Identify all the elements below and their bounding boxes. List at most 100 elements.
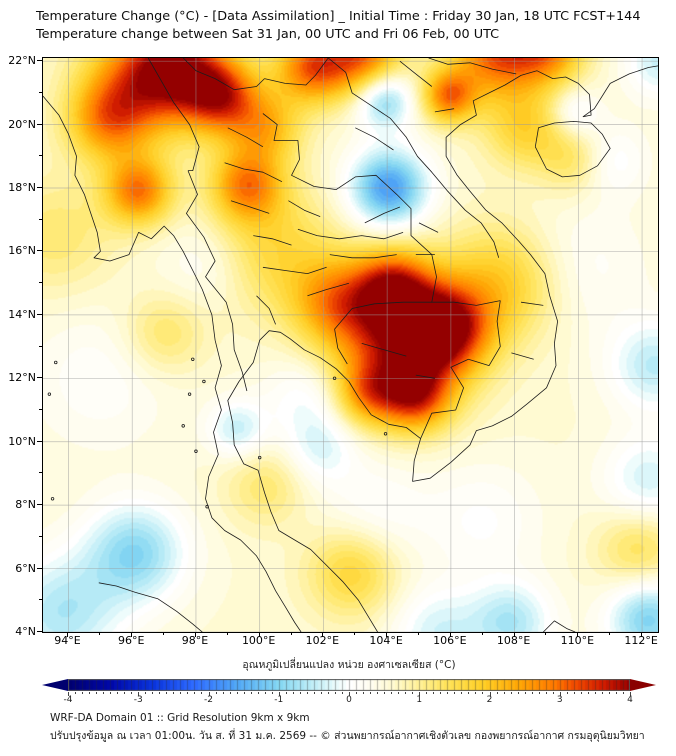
axis-tick (163, 632, 165, 635)
island-marker (47, 392, 52, 396)
axis-tick (37, 250, 42, 252)
page-title: Temperature Change (°C) - [Data Assimila… (36, 9, 641, 24)
colorbar-tick (573, 692, 575, 694)
axis-tick (99, 632, 101, 635)
axis-tick (39, 345, 42, 347)
axis-tick (39, 155, 42, 157)
border-polyline (227, 127, 264, 148)
colorbar-tick (615, 692, 617, 694)
colorbar-tick (299, 692, 301, 694)
border-polyline (543, 620, 576, 632)
border-polyline (511, 352, 534, 360)
colorbar-tick (531, 692, 533, 694)
border-polyline (431, 300, 501, 306)
colorbar-tick (117, 692, 119, 694)
page-subtitle: Temperature change between Sat 31 Jan, 0… (36, 27, 500, 42)
colorbar-title: อุณหภูมิเปลี่ยนแปลง หน่วย องศาเซลเซียส (… (242, 659, 456, 671)
y-axis-label: 20°N (8, 117, 36, 131)
colorbar-tick-label: 2 (486, 695, 493, 705)
colorbar-tick (194, 692, 196, 694)
colorbar-tick (433, 692, 435, 694)
colorbar-tick (552, 692, 554, 694)
coastline-borders (43, 58, 658, 632)
colorbar-tick (96, 692, 98, 694)
colorbar-tick (587, 692, 589, 694)
colorbar-tick (580, 692, 582, 694)
axis-tick (39, 218, 42, 220)
colorbar-tick (257, 692, 259, 694)
border-polyline (327, 58, 500, 258)
border-polyline (355, 127, 394, 151)
colorbar-tick (264, 692, 266, 694)
border-polyline (415, 374, 435, 379)
axis-tick (354, 632, 356, 635)
colorbar-tick (454, 692, 456, 694)
axis-tick (577, 632, 579, 637)
colorbar-tick-label: -4 (63, 695, 73, 705)
colorbar-tick (419, 692, 421, 696)
colorbar-tick (159, 692, 161, 694)
colorbar-tick (559, 692, 561, 696)
colorbar-tick (461, 692, 463, 694)
colorbar-tick (243, 692, 245, 694)
colorbar-tick (496, 692, 498, 694)
colorbar-tick-label: 0 (346, 695, 352, 705)
border-polyline (185, 170, 248, 392)
x-axis-label: 98°E (181, 634, 209, 647)
colorbar-tick (594, 692, 596, 694)
colorbar-tick (229, 692, 231, 694)
island-marker (205, 505, 209, 509)
colorbar-left-arrow (42, 679, 68, 691)
y-axis-label: 18°N (8, 181, 36, 195)
y-axis-label: 8°N (15, 498, 36, 512)
colorbar-tick (110, 692, 112, 694)
island-marker (50, 497, 55, 501)
colorbar-tick (187, 692, 189, 694)
axis-tick (37, 504, 42, 506)
colorbar-tick-label: -3 (133, 695, 143, 705)
header: Temperature Change (°C) - [Data Assimila… (36, 8, 640, 44)
colorbar-tick-label: 3 (556, 695, 563, 705)
x-axis-label: 104°E (369, 634, 403, 647)
border-polyline (288, 200, 321, 217)
map-plot-area (42, 57, 659, 633)
colorbar-tick (320, 692, 322, 694)
axis-tick (513, 632, 515, 637)
colorbar-tick (391, 692, 393, 694)
colorbar-tick (138, 692, 140, 696)
colorbar-tick (236, 692, 238, 694)
colorbar-tick (482, 692, 484, 694)
colorbar-tick (145, 692, 147, 694)
axis-tick (386, 632, 388, 637)
colorbar-tick (180, 692, 182, 694)
colorbar-tick (545, 692, 547, 694)
axis-tick (37, 567, 42, 569)
axis-tick (290, 632, 292, 635)
colorbar-tick (173, 692, 175, 694)
colorbar-tick (306, 692, 308, 694)
axis-tick (322, 632, 324, 637)
axis-tick (37, 60, 42, 62)
colorbar-tick (538, 692, 540, 694)
axis-tick (37, 123, 42, 125)
colorbar-tick (370, 692, 372, 694)
island-marker (194, 449, 198, 453)
island-marker (181, 424, 185, 428)
colorbar-tick (384, 692, 386, 694)
axis-tick (39, 91, 42, 93)
graticule-gridlines (43, 58, 658, 632)
axis-tick (39, 282, 42, 284)
island-marker (202, 379, 206, 384)
axis-tick (545, 632, 547, 635)
axis-tick (131, 632, 133, 637)
colorbar-tick (82, 692, 84, 694)
axis-tick (37, 377, 42, 379)
colorbar-tick (250, 692, 252, 694)
colorbar-tick (622, 692, 624, 694)
colorbar-tick (152, 692, 154, 694)
border-polyline (428, 58, 517, 75)
axis-tick (39, 599, 42, 601)
y-axis-label: 12°N (8, 371, 36, 385)
border-polyline (434, 108, 455, 113)
x-axis-label: 94°E (54, 634, 81, 647)
